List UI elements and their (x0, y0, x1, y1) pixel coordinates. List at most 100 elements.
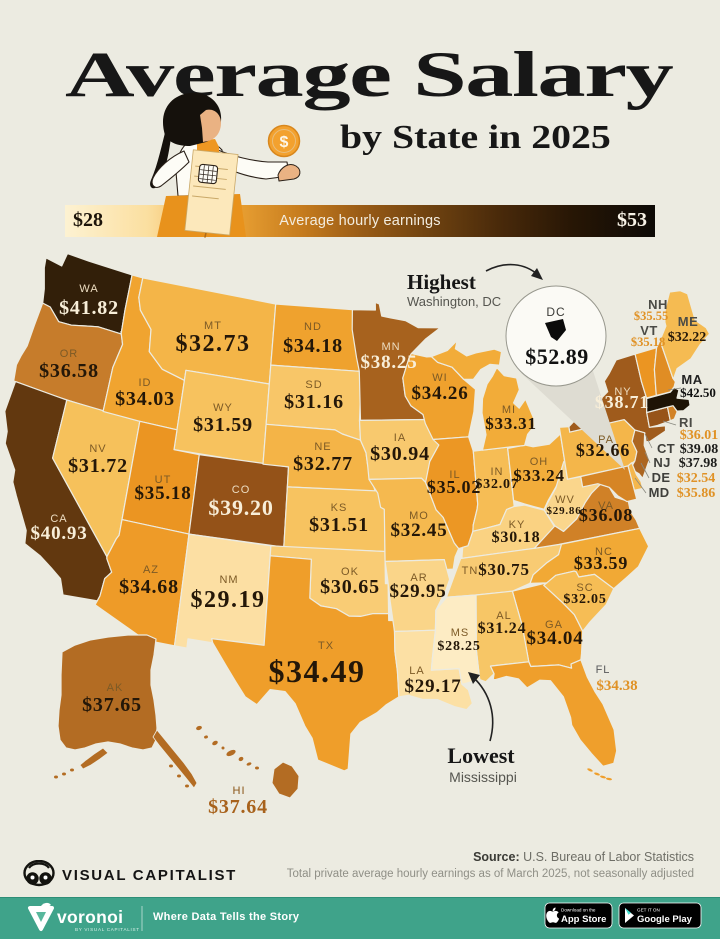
svg-text:$31.59: $31.59 (193, 414, 253, 436)
svg-text:IL: IL (449, 469, 460, 481)
svg-text:$32.66: $32.66 (576, 440, 630, 460)
svg-text:$37.65: $37.65 (82, 694, 142, 716)
svg-text:$32.07: $32.07 (475, 477, 518, 492)
svg-text:CO: CO (232, 484, 251, 496)
svg-text:ND: ND (304, 321, 322, 333)
svg-text:$39.20: $39.20 (208, 495, 273, 520)
svg-text:GA: GA (545, 619, 563, 631)
svg-text:NC: NC (595, 546, 613, 558)
svg-text:$34.49: $34.49 (269, 653, 366, 689)
svg-text:SD: SD (305, 379, 322, 391)
svg-text:KY: KY (509, 519, 526, 531)
svg-text:VT: VT (640, 323, 658, 338)
svg-text:ME: ME (678, 314, 699, 329)
svg-text:NY: NY (614, 386, 631, 398)
svg-text:$37.64: $37.64 (208, 796, 268, 818)
svg-text:$29.19: $29.19 (191, 587, 266, 613)
svg-text:NJ: NJ (653, 455, 670, 470)
svg-text:OR: OR (60, 348, 79, 360)
svg-text:Where Data Tells the Story: Where Data Tells the Story (153, 911, 300, 923)
svg-text:TN: TN (462, 565, 479, 577)
svg-text:NH: NH (648, 297, 668, 312)
svg-text:WA: WA (79, 283, 98, 295)
svg-text:$32.54: $32.54 (677, 471, 716, 486)
svg-text:$34.03: $34.03 (115, 388, 175, 410)
svg-text:App Store: App Store (561, 914, 606, 925)
svg-text:$30.18: $30.18 (492, 529, 541, 546)
svg-text:$29.17: $29.17 (404, 676, 461, 697)
svg-text:voronoi: voronoi (57, 907, 123, 927)
svg-text:MN: MN (381, 341, 400, 353)
svg-text:$38.71: $38.71 (595, 392, 649, 412)
svg-text:$40.93: $40.93 (30, 523, 87, 544)
svg-text:$29.95: $29.95 (389, 581, 446, 602)
svg-text:$39.08: $39.08 (680, 442, 719, 457)
svg-text:$32.73: $32.73 (176, 331, 251, 357)
svg-text:$31.51: $31.51 (309, 514, 369, 536)
svg-text:$30.75: $30.75 (478, 560, 530, 579)
svg-text:Mississippi: Mississippi (449, 769, 517, 785)
svg-text:$32.22: $32.22 (668, 330, 707, 345)
svg-text:$31.72: $31.72 (68, 455, 128, 477)
svg-text:$32.45: $32.45 (390, 520, 447, 541)
svg-text:$36.01: $36.01 (680, 428, 719, 443)
svg-text:$34.26: $34.26 (411, 383, 468, 404)
svg-text:$31.16: $31.16 (284, 391, 344, 413)
svg-text:IN: IN (491, 466, 504, 478)
svg-text:OH: OH (530, 456, 549, 468)
svg-text:$30.65: $30.65 (320, 576, 380, 598)
svg-text:NE: NE (314, 441, 331, 453)
svg-text:$37.98: $37.98 (679, 456, 718, 471)
svg-text:$31.24: $31.24 (478, 620, 527, 637)
svg-text:IA: IA (394, 432, 406, 444)
svg-text:WV: WV (555, 494, 575, 506)
svg-text:UT: UT (155, 474, 172, 486)
svg-text:TX: TX (318, 640, 334, 652)
svg-text:$34.38: $34.38 (596, 678, 637, 694)
svg-text:BY VISUAL CAPITALIST: BY VISUAL CAPITALIST (75, 927, 140, 932)
svg-text:MS: MS (451, 627, 470, 639)
svg-text:Washington, DC: Washington, DC (407, 294, 501, 309)
svg-text:$29.86: $29.86 (546, 505, 581, 517)
svg-text:$35.02: $35.02 (427, 477, 481, 497)
svg-text:RI: RI (679, 415, 693, 430)
svg-text:$34.04: $34.04 (526, 628, 583, 649)
svg-text:$: $ (280, 134, 289, 151)
svg-text:$33.31: $33.31 (485, 414, 537, 433)
svg-text:ID: ID (139, 377, 152, 389)
svg-text:$33.24: $33.24 (513, 466, 565, 485)
svg-text:FL: FL (596, 664, 611, 676)
svg-text:WI: WI (432, 372, 447, 384)
svg-text:AZ: AZ (143, 564, 159, 576)
svg-text:$35.55: $35.55 (634, 309, 668, 323)
svg-text:NM: NM (219, 574, 238, 586)
svg-text:$35.18: $35.18 (134, 483, 191, 504)
svg-text:WY: WY (213, 402, 233, 414)
svg-text:MT: MT (204, 320, 222, 332)
svg-text:$35.86: $35.86 (677, 486, 716, 501)
svg-text:Download on the: Download on the (561, 908, 596, 913)
svg-text:$38.25: $38.25 (360, 352, 417, 373)
svg-text:$52.89: $52.89 (525, 344, 589, 369)
svg-text:NV: NV (89, 443, 106, 455)
svg-text:$32.77: $32.77 (293, 453, 353, 475)
svg-text:$28.25: $28.25 (437, 639, 480, 654)
svg-text:$34.68: $34.68 (119, 576, 179, 598)
svg-text:MD: MD (649, 485, 670, 500)
svg-text:AK: AK (107, 682, 124, 694)
svg-text:PA: PA (598, 434, 614, 446)
svg-text:DC: DC (546, 305, 565, 319)
svg-text:$36.58: $36.58 (39, 360, 99, 382)
svg-text:VA: VA (598, 500, 614, 512)
svg-text:Google Play: Google Play (637, 914, 693, 925)
svg-text:$32.05: $32.05 (563, 592, 606, 607)
svg-text:AR: AR (410, 572, 427, 584)
svg-text:$34.18: $34.18 (283, 335, 343, 357)
svg-text:MI: MI (502, 404, 516, 416)
svg-text:SC: SC (576, 582, 593, 594)
svg-text:DE: DE (652, 470, 671, 485)
svg-text:HI: HI (233, 785, 246, 797)
svg-text:MO: MO (409, 510, 429, 522)
svg-text:AL: AL (496, 610, 511, 622)
svg-text:GET IT ON: GET IT ON (637, 908, 660, 913)
